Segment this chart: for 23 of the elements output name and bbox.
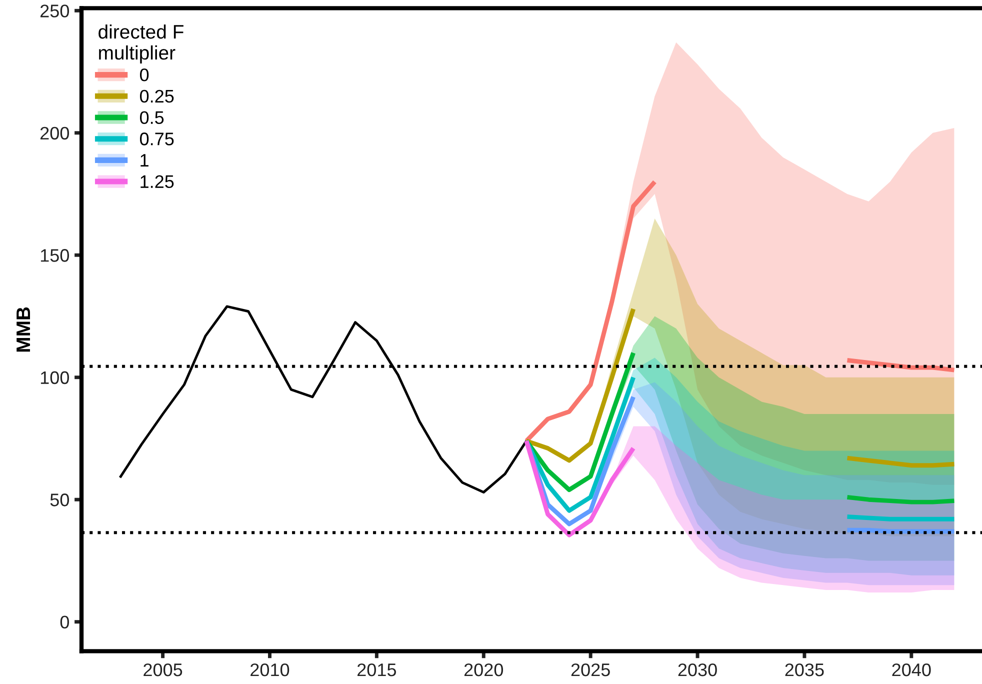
y-tick-label: 200 (40, 126, 69, 140)
legend-label: 0.25 (140, 90, 174, 103)
legend-label: 1 (140, 154, 148, 167)
y-tick-label: 150 (40, 249, 69, 262)
y-axis-title: MMB (16, 307, 30, 352)
x-tick-label: 2015 (358, 663, 396, 676)
legend-label: 0.75 (140, 132, 174, 146)
x-tick-label: 2025 (571, 663, 610, 676)
x-tick-label: 2020 (464, 663, 504, 676)
legend-title: directed F multiplier (98, 24, 184, 64)
y-tick-label: 50 (50, 494, 69, 506)
x-tick-label: 2005 (144, 663, 182, 676)
x-tick-label: 2010 (250, 663, 290, 676)
legend-label: 0 (140, 68, 149, 82)
line-series (524, 438, 636, 538)
x-tick-label: 2035 (785, 663, 824, 676)
x-tick-label: 2040 (892, 663, 931, 676)
y-tick-label: 100 (40, 371, 69, 384)
y-tick-label: 0 (60, 616, 69, 629)
legend-label: 0.5 (140, 111, 164, 124)
y-tick-label: 250 (40, 4, 69, 18)
x-tick-label: 2030 (678, 663, 717, 676)
legend-label: 1.25 (140, 175, 174, 188)
